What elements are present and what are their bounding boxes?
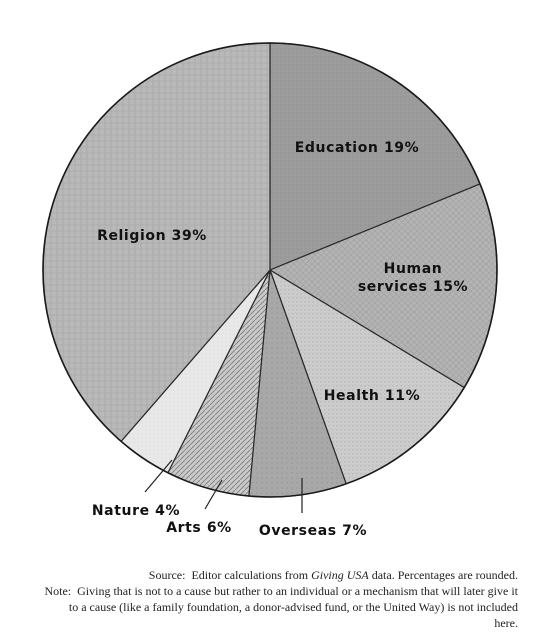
label-human-services-line2: services 15%	[358, 279, 468, 295]
label-human-services-line1: Human	[384, 261, 443, 277]
label-nature: Nature 4%	[92, 503, 180, 519]
note-tag: Note:	[44, 584, 72, 598]
source-line: Source: Editor calculations from Giving U…	[40, 567, 518, 583]
source-tag: Source:	[148, 568, 186, 582]
source-text-em: Giving USA	[311, 568, 369, 582]
note-line: Note: Giving that is not to a cause but r…	[40, 583, 518, 631]
label-overseas: Overseas 7%	[259, 523, 367, 539]
pie-chart: Education 19% Human services 15% Health …	[42, 42, 498, 539]
source-text-post: data. Percentages are rounded.	[368, 568, 518, 582]
chart-notes: Source: Editor calculations from Giving U…	[40, 567, 518, 631]
label-health: Health 11%	[324, 388, 421, 404]
leader-line-arts	[204, 479, 223, 510]
label-religion: Religion 39%	[97, 228, 207, 244]
label-education: Education 19%	[295, 140, 420, 156]
pie-outline	[42, 42, 498, 498]
leader-line-nature	[144, 459, 173, 493]
source-text-pre: Editor calculations from	[191, 568, 312, 582]
label-arts: Arts 6%	[166, 520, 232, 536]
note-text: Giving that is not to a cause but rather…	[68, 584, 518, 630]
